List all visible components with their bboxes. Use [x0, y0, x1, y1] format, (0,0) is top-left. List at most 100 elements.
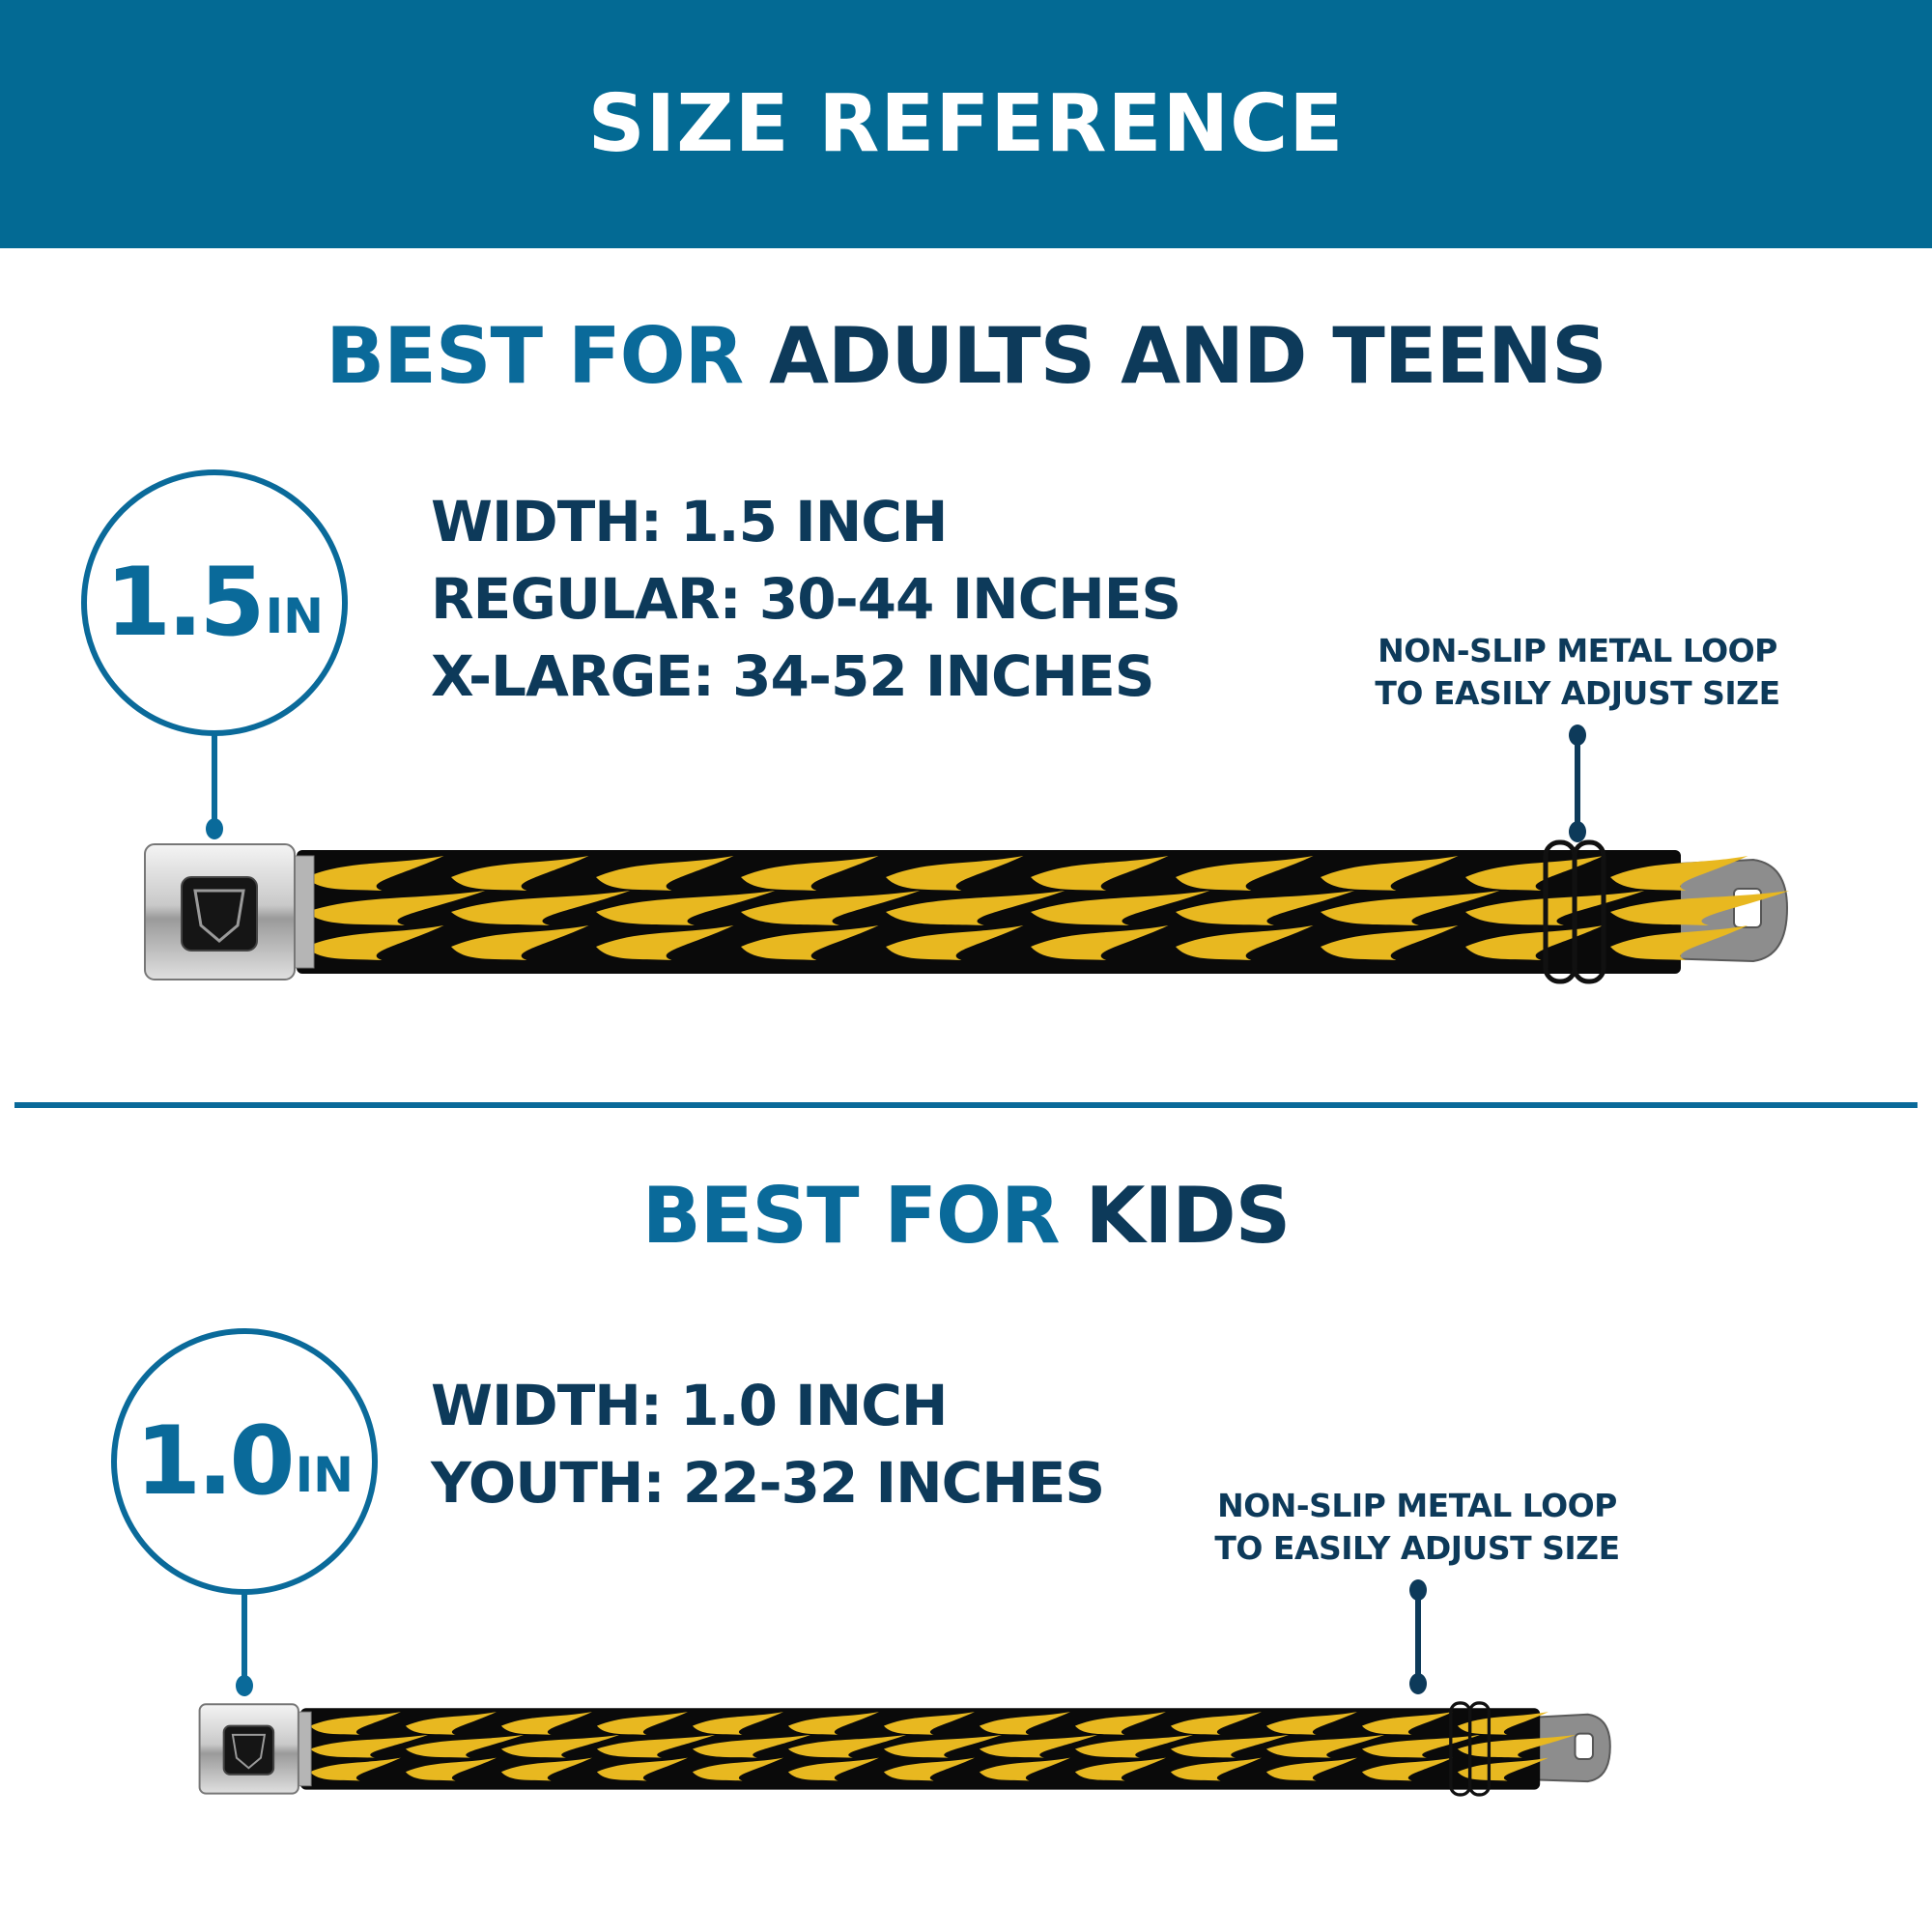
flame — [1031, 925, 1169, 960]
badge-connector-line — [242, 1593, 247, 1682]
flame — [1265, 1757, 1357, 1781]
badge-connector-line — [212, 734, 217, 823]
badge-connector-dot — [206, 818, 223, 839]
callout-line-1: NON-SLIP METAL LOOP — [1217, 1487, 1617, 1524]
flame — [741, 856, 879, 891]
flame — [1465, 891, 1645, 925]
flame — [1361, 1757, 1453, 1781]
flame — [741, 891, 921, 925]
flame — [1031, 856, 1169, 891]
flame — [1457, 1712, 1548, 1735]
spec-xlarge: X-LARGE: 34-52 INCHES — [431, 643, 1155, 709]
flame — [1610, 891, 1790, 925]
badge-number: 1.5 — [104, 548, 266, 658]
callout-line-2: TO EASILY ADJUST SIZE — [1375, 674, 1780, 712]
bd-logo-icon — [193, 889, 245, 943]
flame — [1176, 925, 1314, 960]
flame — [692, 1734, 811, 1758]
flame — [500, 1734, 620, 1758]
flame — [596, 1734, 716, 1758]
kids-specs: WIDTH: 1.0 INCH YOUTH: 22-32 INCHES — [431, 1367, 1105, 1521]
callout-line — [1415, 1589, 1421, 1681]
flame — [596, 1757, 688, 1781]
flame — [692, 1712, 783, 1735]
flame — [883, 1734, 1003, 1758]
spec-width: WIDTH: 1.5 INCH — [431, 489, 948, 554]
flame — [1457, 1757, 1548, 1781]
badge-unit: IN — [295, 1447, 355, 1503]
callout-dot-bottom — [1569, 821, 1586, 842]
flame — [1457, 1734, 1577, 1758]
flame — [1176, 891, 1355, 925]
flame — [1321, 925, 1459, 960]
flame — [309, 1734, 429, 1758]
belt-kids — [198, 1701, 1611, 1797]
flame — [1265, 1734, 1385, 1758]
flame — [883, 1757, 975, 1781]
flame — [979, 1734, 1098, 1758]
callout-line — [1575, 734, 1580, 831]
flame — [309, 1712, 401, 1735]
adults-heading: BEST FOR ADULTS AND TEENS — [0, 311, 1932, 401]
flame — [886, 891, 1065, 925]
flame — [306, 891, 486, 925]
callout-dot-bottom — [1409, 1673, 1427, 1694]
flame — [405, 1757, 497, 1781]
flame — [306, 856, 444, 891]
flame — [886, 925, 1024, 960]
flame — [692, 1757, 783, 1781]
section-divider — [14, 1102, 1918, 1108]
flame — [1265, 1712, 1357, 1735]
flame — [787, 1712, 879, 1735]
kids-loop-callout: NON-SLIP METAL LOOP TO EASILY ADJUST SIZ… — [1192, 1485, 1642, 1570]
flame — [787, 1734, 907, 1758]
flame — [1031, 891, 1210, 925]
flame — [1465, 856, 1604, 891]
flame — [405, 1734, 525, 1758]
adjuster-loop — [1572, 839, 1606, 984]
metal-tab — [1526, 1713, 1611, 1783]
heading-accent: BEST FOR — [641, 1171, 1061, 1261]
flame — [1465, 925, 1604, 960]
heading-rest: KIDS — [1085, 1171, 1292, 1261]
kids-heading: BEST FOR KIDS — [0, 1171, 1932, 1261]
flame — [500, 1757, 592, 1781]
flame — [405, 1712, 497, 1735]
tab-slot — [1574, 1732, 1594, 1760]
flame — [1610, 856, 1748, 891]
heading-accent: BEST FOR — [326, 311, 744, 401]
spec-width: WIDTH: 1.0 INCH — [431, 1373, 948, 1438]
page-title: SIZE REFERENCE — [587, 78, 1345, 170]
header-banner — [0, 0, 1932, 248]
flame — [500, 1712, 592, 1735]
flame — [1074, 1757, 1166, 1781]
spec-regular: REGULAR: 30-44 INCHES — [431, 566, 1181, 632]
flame — [883, 1712, 975, 1735]
flame — [1170, 1712, 1262, 1735]
adults-specs: WIDTH: 1.5 INCH REGULAR: 30-44 INCHES X-… — [431, 483, 1181, 715]
badge-connector-dot — [236, 1675, 253, 1696]
buckle-logo-plate — [181, 876, 258, 952]
flame — [979, 1712, 1070, 1735]
flame — [1170, 1734, 1290, 1758]
flame — [451, 856, 589, 891]
bd-logo-icon — [231, 1733, 267, 1770]
adults-loop-callout: NON-SLIP METAL LOOP TO EASILY ADJUST SIZ… — [1352, 630, 1803, 715]
flame — [1074, 1712, 1166, 1735]
flame — [1176, 856, 1314, 891]
flame — [1321, 891, 1500, 925]
buckle-logo-plate — [222, 1724, 275, 1776]
flame — [1321, 856, 1459, 891]
flame — [596, 1712, 688, 1735]
flame — [1170, 1757, 1262, 1781]
badge-unit: IN — [265, 588, 325, 644]
width-badge-adults: 1.5 IN — [81, 469, 348, 736]
flame — [451, 925, 589, 960]
flame — [1361, 1712, 1453, 1735]
heading-rest: ADULTS AND TEENS — [769, 311, 1607, 401]
flame — [741, 925, 879, 960]
flame — [787, 1757, 879, 1781]
badge-number: 1.0 — [134, 1406, 296, 1517]
flame — [596, 891, 776, 925]
flame — [306, 925, 444, 960]
